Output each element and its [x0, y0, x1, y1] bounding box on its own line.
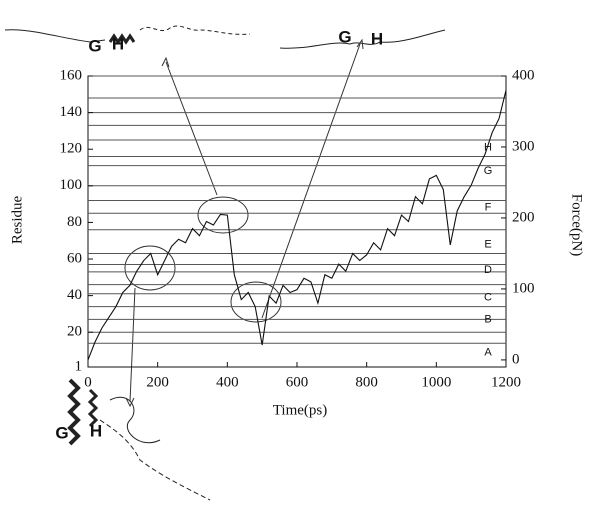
- y-tick-label: 120: [60, 141, 83, 157]
- structure-label: H: [371, 29, 383, 48]
- y-tick-label: 80: [67, 214, 82, 230]
- x-axis-label: Time(ps): [273, 402, 327, 418]
- x-tick-label: 0: [84, 374, 92, 390]
- structure-label: H: [90, 421, 102, 440]
- region-label: C: [484, 291, 492, 303]
- structure-label: G: [338, 27, 351, 46]
- y2-tick-label: 400: [512, 67, 535, 83]
- chart: Time(ps) Residue Force(pN) 1204060801001…: [0, 0, 589, 506]
- structure-label: G: [55, 423, 68, 442]
- y-axis-label: Residue: [9, 195, 25, 244]
- y2-tick-label: 300: [512, 138, 535, 154]
- y-tick-label: 20: [67, 324, 82, 340]
- y2-tick-label: 0: [512, 351, 520, 367]
- x-tick-label: 1200: [491, 374, 521, 390]
- y2-axis-label: Force(pN): [569, 194, 585, 256]
- region-label: H: [484, 141, 492, 153]
- y-tick-label: 60: [67, 250, 82, 266]
- region-label: A: [484, 346, 492, 358]
- y-tick-label: 40: [67, 287, 82, 303]
- y-tick-label: 1: [75, 358, 83, 374]
- region-label: E: [484, 238, 491, 250]
- y2-tick-label: 200: [512, 209, 535, 225]
- x-tick-label: 600: [286, 374, 309, 390]
- x-tick-label: 400: [216, 374, 239, 390]
- region-label: G: [484, 165, 493, 177]
- region-label: B: [484, 313, 491, 325]
- structure-label: H: [112, 34, 124, 53]
- x-tick-label: 1000: [421, 374, 451, 390]
- region-label: D: [484, 264, 492, 276]
- y2-tick-label: 100: [512, 280, 535, 296]
- x-tick-label: 200: [146, 374, 169, 390]
- structure-label: G: [88, 36, 101, 55]
- y-tick-label: 140: [60, 104, 83, 120]
- region-label: F: [485, 202, 492, 214]
- x-tick-label: 800: [355, 374, 378, 390]
- y-tick-label: 160: [60, 67, 83, 83]
- y-tick-label: 100: [60, 177, 83, 193]
- highlight: [125, 40, 363, 406]
